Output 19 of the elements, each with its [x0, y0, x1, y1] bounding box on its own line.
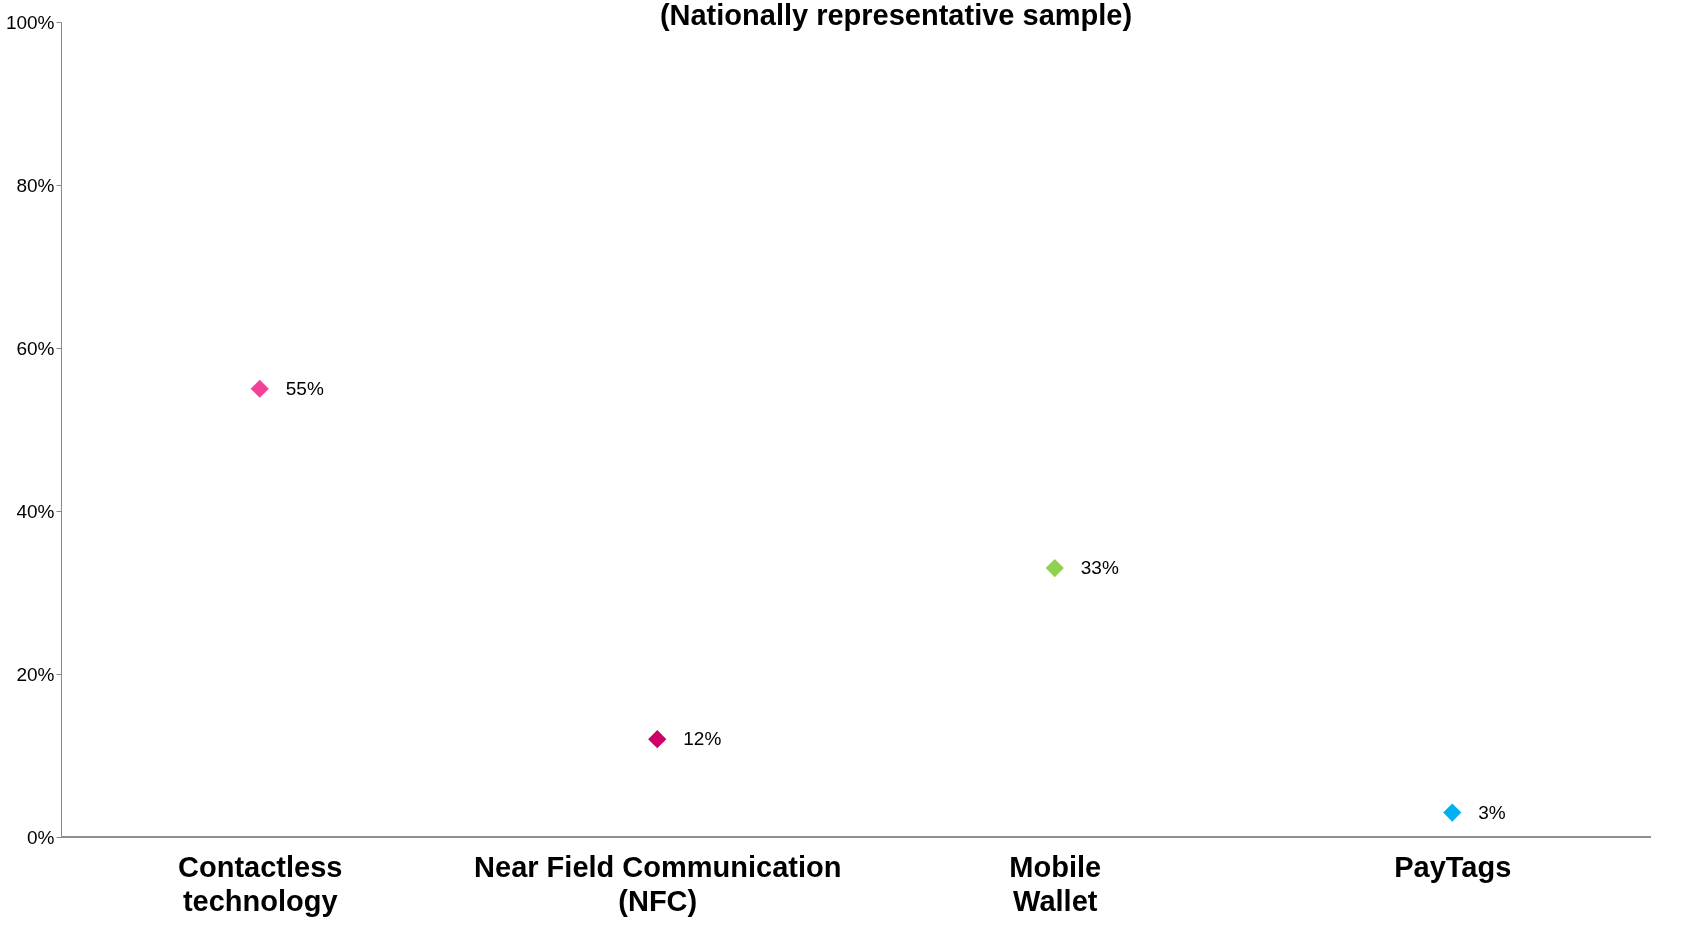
point — [250, 379, 269, 398]
x-tick-label: Near Field Communication (NFC) — [474, 850, 842, 917]
data-label: 55% — [285, 377, 324, 399]
data-label: 3% — [1478, 801, 1506, 823]
point — [1045, 558, 1064, 578]
y-tick-label: 0% — [27, 826, 55, 848]
data-label: 33% — [1080, 557, 1119, 579]
point — [1443, 803, 1462, 822]
chart-title: (Nationally representative sample) — [659, 0, 1133, 31]
x-tick-label: PayTags — [1394, 850, 1512, 883]
y-tick-label: 100% — [5, 11, 55, 33]
x-tick-label: Contactless technology — [178, 850, 343, 917]
x-tick-label: Mobile Wallet — [1009, 850, 1102, 917]
point — [648, 730, 667, 749]
data-label: 12% — [683, 728, 722, 750]
y-tick-label: 20% — [16, 663, 55, 685]
y-tick-label: 40% — [16, 500, 55, 522]
y-tick-label: 60% — [16, 337, 55, 359]
y-tick-label: 80% — [16, 174, 55, 196]
